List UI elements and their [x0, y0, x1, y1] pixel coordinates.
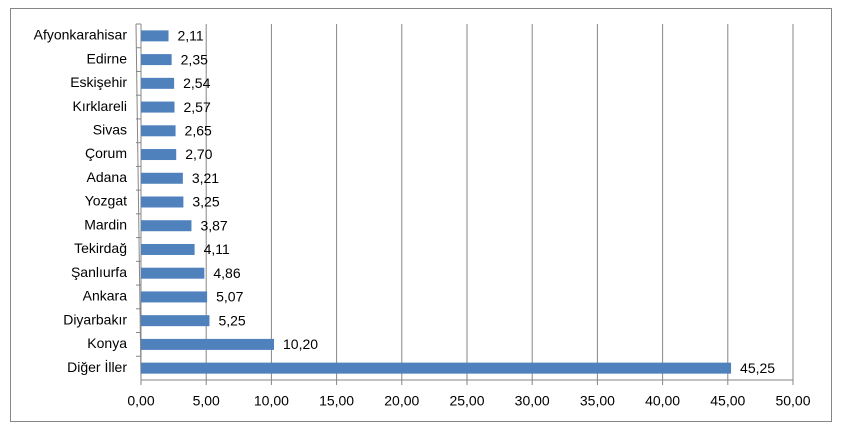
x-tick-label: 0,00 — [127, 393, 154, 409]
x-tick-label: 30,00 — [515, 393, 550, 409]
x-tick-label: 45,00 — [710, 393, 745, 409]
y-tick-label: Kırklareli — [73, 98, 127, 114]
x-tick-label: 35,00 — [580, 393, 615, 409]
data-label: 2,70 — [185, 146, 212, 162]
chart-border — [10, 8, 832, 422]
x-tick-label: 10,00 — [254, 393, 289, 409]
y-tick-label: Adana — [87, 169, 128, 185]
y-tick-label: Diğer İller — [67, 358, 127, 375]
y-tick-label: Tekirdağ — [74, 240, 127, 256]
data-label: 2,57 — [184, 99, 211, 115]
data-label: 5,07 — [216, 289, 243, 305]
y-tick-label: Şanlıurfa — [71, 264, 127, 280]
data-label: 2,65 — [185, 123, 212, 139]
y-tick-label: Eskişehir — [70, 74, 127, 90]
data-label: 45,25 — [740, 360, 775, 376]
bar — [141, 101, 175, 113]
bar — [141, 54, 172, 66]
data-label: 4,11 — [204, 241, 230, 257]
data-label: 3,21 — [192, 170, 219, 186]
x-tick-label: 15,00 — [319, 393, 354, 409]
bar — [141, 220, 192, 232]
bar — [141, 196, 184, 208]
x-tick-label: 20,00 — [384, 393, 419, 409]
y-tick-label: Sivas — [93, 122, 127, 138]
bar — [141, 125, 176, 137]
data-label: 5,25 — [218, 312, 245, 328]
bar — [141, 362, 732, 374]
data-label: 2,54 — [183, 75, 210, 91]
data-label: 2,35 — [181, 51, 208, 67]
bar — [141, 338, 275, 350]
y-tick-label: Ankara — [83, 288, 128, 304]
data-label: 2,11 — [178, 28, 204, 44]
y-axis — [135, 23, 142, 381]
bar — [141, 243, 195, 255]
y-tick-label: Afyonkarahisar — [34, 27, 128, 43]
bar — [141, 77, 175, 89]
y-tick-label: Diyarbakır — [63, 311, 127, 327]
bar — [141, 149, 177, 161]
y-tick-label: Konya — [87, 335, 127, 351]
data-label: 4,86 — [213, 265, 240, 281]
y-tick-label: Çorum — [85, 145, 127, 161]
data-label: 3,25 — [192, 194, 219, 210]
bar — [141, 291, 208, 303]
bar — [141, 30, 169, 42]
x-tick-label: 25,00 — [449, 393, 484, 409]
y-tick-label: Edirne — [87, 50, 128, 66]
bar — [141, 267, 205, 279]
x-tick-label: 40,00 — [645, 393, 680, 409]
x-tick-label: 50,00 — [775, 393, 810, 409]
bar — [141, 315, 210, 327]
data-label: 3,87 — [200, 217, 227, 233]
data-label: 10,20 — [283, 336, 318, 352]
x-tick-label: 5,00 — [193, 393, 220, 409]
bar — [141, 172, 183, 184]
y-tick-label: Yozgat — [85, 193, 127, 209]
y-tick-label: Mardin — [84, 216, 127, 232]
